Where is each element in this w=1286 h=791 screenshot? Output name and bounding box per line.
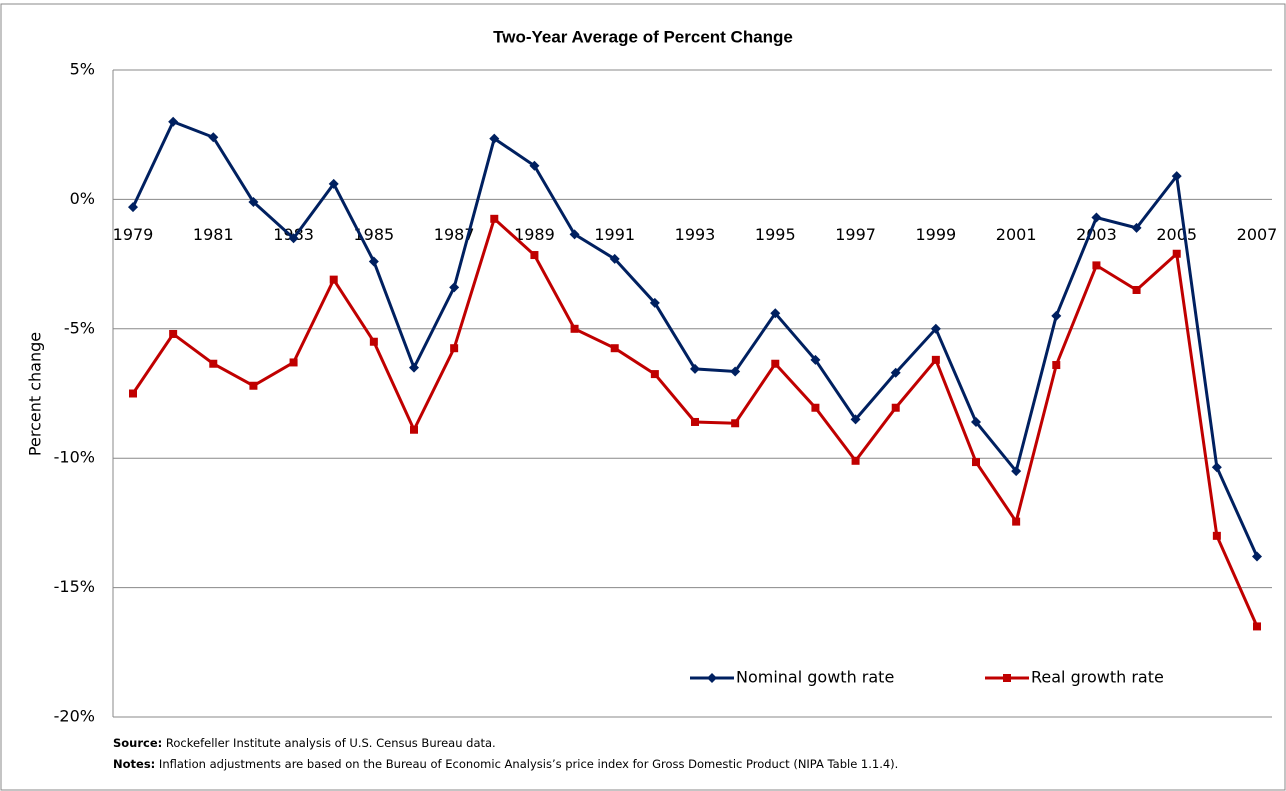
x-tick-label: 1997 (835, 225, 876, 244)
marker (1211, 462, 1222, 473)
notes-text: Inflation adjustments are based on the B… (155, 757, 899, 771)
marker (1171, 171, 1182, 182)
source-text: Rockefeller Institute analysis of U.S. C… (162, 736, 496, 750)
marker (168, 116, 179, 127)
marker (1092, 261, 1101, 270)
marker (209, 359, 218, 368)
y-tick-label: -10% (54, 448, 95, 467)
notes: Notes: Inflation adjustments are based o… (113, 757, 898, 771)
chart-border (0, 3, 1286, 791)
marker (410, 425, 418, 434)
marker (248, 196, 259, 207)
x-tick-label: 1993 (675, 225, 716, 244)
x-tick-label: 1999 (915, 225, 956, 244)
marker (609, 253, 620, 264)
marker (1252, 551, 1262, 562)
marker (890, 367, 901, 378)
marker (650, 370, 659, 379)
marker (529, 160, 540, 171)
marker (1091, 212, 1102, 223)
marker (289, 358, 298, 367)
marker (1052, 361, 1061, 370)
marker (731, 419, 740, 428)
source: Source: Rockefeller Institute analysis o… (113, 736, 496, 750)
source-label: Source: (113, 736, 163, 750)
marker (770, 308, 781, 319)
marker (771, 359, 780, 368)
marker (930, 323, 941, 334)
marker (1132, 285, 1141, 294)
marker (1172, 249, 1181, 258)
chart-title: Two-Year Average of Percent Change (493, 27, 793, 46)
marker (329, 275, 338, 284)
marker (449, 282, 460, 293)
x-tick-label: 2007 (1237, 225, 1278, 244)
marker (1131, 222, 1142, 233)
marker (1011, 466, 1022, 477)
legend-label: Nominal gowth rate (736, 668, 894, 687)
marker (288, 233, 299, 244)
marker (570, 324, 579, 333)
marker (931, 355, 940, 364)
marker (691, 417, 699, 426)
notes-label: Notes: (113, 757, 156, 771)
marker (369, 337, 378, 346)
marker (208, 132, 219, 143)
marker (850, 414, 861, 425)
marker (569, 229, 580, 240)
x-tick-label: 2003 (1076, 225, 1117, 244)
y-tick-label: -15% (54, 577, 95, 596)
marker (1253, 622, 1261, 631)
marker (249, 381, 258, 390)
marker (610, 344, 619, 353)
marker (851, 456, 860, 465)
series-line (131, 119, 1259, 558)
marker (707, 673, 717, 683)
marker (490, 214, 499, 223)
x-tick-label: 1981 (193, 225, 234, 244)
x-tick-label: 1991 (594, 225, 635, 244)
y-tick-label: -20% (54, 707, 95, 726)
marker (690, 363, 700, 374)
marker (530, 251, 539, 260)
marker (128, 202, 138, 213)
marker (810, 354, 821, 365)
y-axis-title: Percent change (26, 332, 45, 456)
marker (129, 389, 137, 398)
marker (1212, 531, 1221, 540)
x-tick-label: 1987 (434, 225, 475, 244)
marker (450, 344, 459, 353)
y-tick-label: 0% (70, 189, 95, 208)
marker (169, 329, 178, 338)
x-tick-label: 1979 (113, 225, 154, 244)
marker (649, 297, 660, 308)
x-tick-label: 1995 (755, 225, 796, 244)
marker (368, 256, 379, 267)
y-tick-label: 5% (70, 60, 95, 79)
x-tick-label: 2001 (996, 225, 1037, 244)
marker (891, 403, 900, 412)
marker (971, 416, 981, 427)
marker (811, 403, 820, 412)
marker (328, 178, 339, 189)
marker (489, 133, 500, 144)
marker (972, 458, 980, 467)
x-tick-label: 1989 (514, 225, 555, 244)
marker (1051, 310, 1062, 321)
legend-label: Real growth rate (1031, 668, 1164, 687)
x-tick-label: 2005 (1156, 225, 1197, 244)
marker (1012, 517, 1021, 526)
marker (409, 362, 419, 373)
marker (1003, 674, 1011, 682)
y-tick-label: -5% (64, 318, 95, 337)
marker (730, 366, 741, 377)
